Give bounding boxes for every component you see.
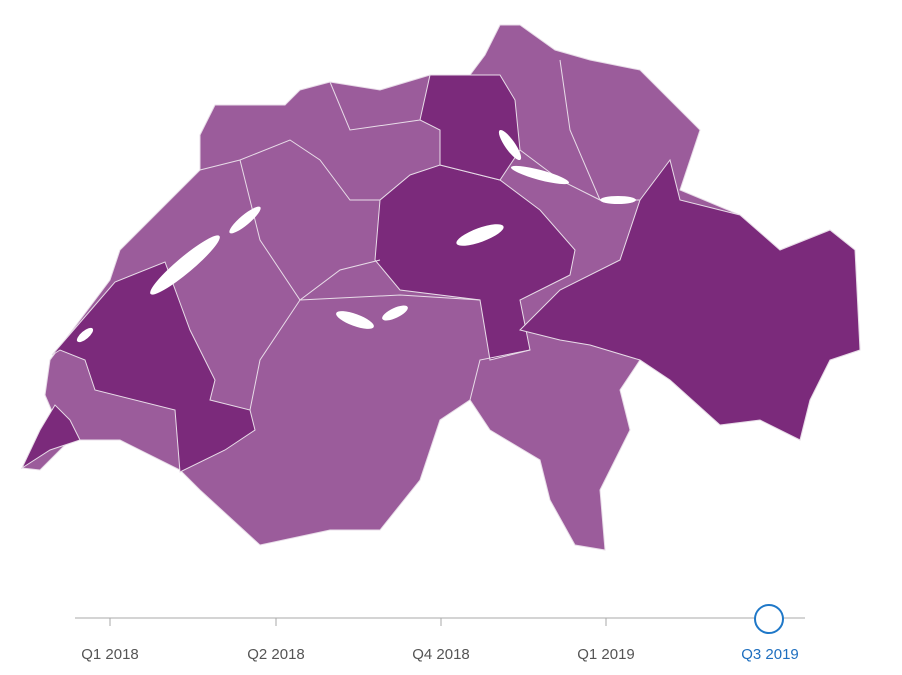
region-graubuenden bbox=[519, 158, 861, 441]
lake bbox=[76, 327, 94, 343]
timeline-label[interactable]: Q1 2019 bbox=[577, 646, 635, 663]
lake bbox=[150, 235, 220, 295]
region-zurich bbox=[419, 74, 521, 181]
timeline-label[interactable]: Q1 2018 bbox=[81, 646, 139, 663]
lake bbox=[456, 224, 504, 246]
timeline-label[interactable]: Q4 2018 bbox=[412, 646, 470, 663]
region-geneva bbox=[20, 404, 81, 470]
timeline-label-active[interactable]: Q3 2019 bbox=[741, 646, 799, 663]
lake bbox=[498, 129, 522, 161]
lake bbox=[600, 196, 636, 204]
lake bbox=[510, 165, 570, 185]
map bbox=[20, 24, 861, 551]
lake bbox=[336, 311, 374, 329]
timeline: Q1 2018 Q2 2018 Q4 2018 Q1 2019 Q3 2019 bbox=[75, 604, 805, 663]
lake bbox=[229, 206, 261, 234]
region-vaud bbox=[51, 261, 256, 473]
timeline-handle[interactable] bbox=[754, 604, 784, 634]
timeline-label[interactable]: Q2 2018 bbox=[247, 646, 305, 663]
lakes bbox=[76, 129, 636, 343]
lake bbox=[382, 305, 408, 321]
